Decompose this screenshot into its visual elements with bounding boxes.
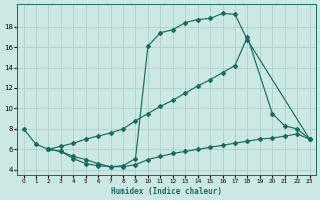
X-axis label: Humidex (Indice chaleur): Humidex (Indice chaleur) bbox=[111, 187, 222, 196]
